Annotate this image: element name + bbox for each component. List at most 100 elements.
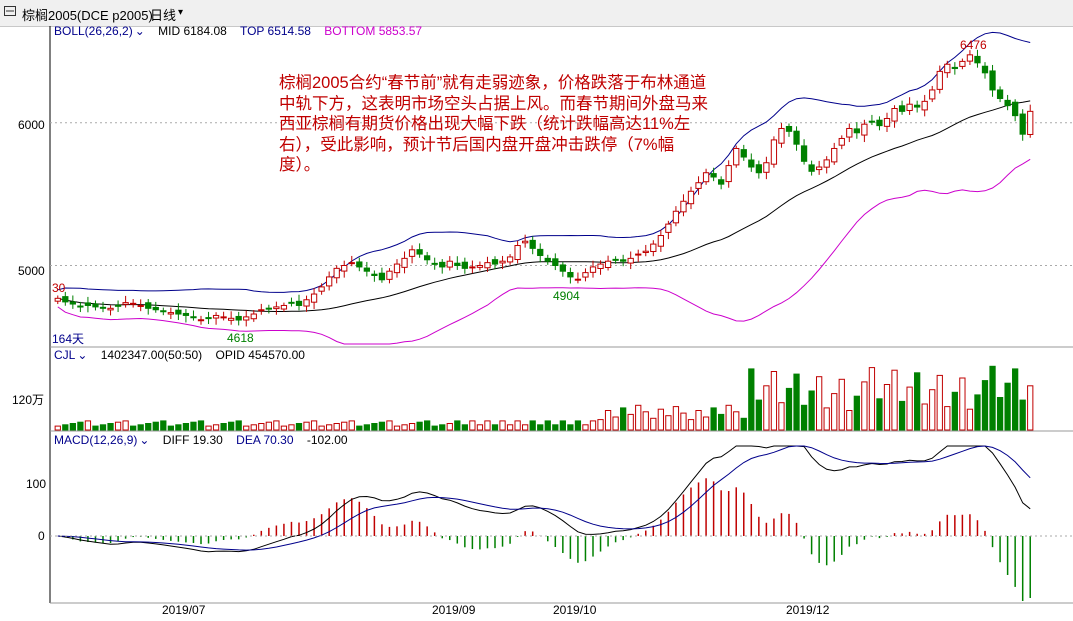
candle-body [846,127,853,138]
candle-body [981,65,989,74]
candle-body [145,302,152,309]
volume-bar [966,408,974,431]
volume-bar [348,420,355,431]
boll-top-line [57,31,1031,293]
chevron-down-icon[interactable]: ⌄ [134,24,145,38]
chevron-down-icon[interactable]: ⌄ [77,348,88,362]
volume-bar [212,424,220,431]
volume-bar [778,402,785,431]
volume-bar [567,424,574,431]
candle-body [114,304,122,307]
candle-body [959,60,966,67]
volume-bar [54,425,61,431]
volume-bar [454,420,461,431]
volume-legend: CJL ⌄ 1402347.00(50:50) OPID 454570.00 [54,348,315,362]
candle-body [785,125,793,132]
candle-body [770,139,778,165]
volume-bar [145,423,152,431]
y-tick-6000: 6000 [18,118,45,132]
candle-body [77,305,84,308]
boll-legend: BOLL(26,26,2) ⌄ MID 6184.08 TOP 6514.58 B… [54,24,432,38]
candle-body [258,309,265,312]
candle-body [823,159,830,168]
candle-body [974,55,981,64]
volume-bar [627,413,634,431]
candle-body [356,261,363,268]
volume-bar [522,424,529,431]
volume-bar [461,424,468,431]
candle-body [891,108,898,122]
volume-bar [687,419,695,431]
cjl-value: 1402347.00(50:50) [100,348,203,362]
volume-bar [288,424,295,431]
candle-body [197,319,205,322]
candle-body [567,271,574,278]
volume-bar [228,421,235,431]
candle-body [378,272,386,281]
candle-body [589,266,597,273]
volume-bar [107,423,114,431]
opid-value: OPID 454570.00 [215,348,305,362]
candle-body [363,267,370,272]
volume-bar [484,420,491,431]
volume-bar [152,421,159,431]
volume-bar [446,423,453,431]
volume-bar [883,384,891,431]
candle-body [439,261,446,268]
volume-bar [642,411,649,431]
volume-bar [326,424,333,431]
left-edge-value: 30 [52,281,66,295]
volume-bar [356,425,363,431]
volume-bar [996,397,1004,431]
volume-bar [574,420,582,431]
volume-bar [62,424,69,431]
chart-titlebar: 棕榈2005(DCE p2005) 日线 ▾ [0,0,1073,27]
volume-bar [424,420,431,431]
volume-bar [371,423,378,431]
volume-bar [981,380,989,431]
candle-body [544,257,551,262]
symbol-title[interactable]: 棕榈2005(DCE p2005) [22,8,153,23]
boll-mid-value: MID 6184.08 [158,24,227,38]
volume-bar [914,372,921,431]
candle-body [793,130,800,145]
volume-bar [733,411,740,431]
volume-bar [160,420,167,431]
volume-bar [250,424,257,431]
boll-indicator-label[interactable]: BOLL(26,26,2) [54,24,133,38]
candle-body [84,302,92,306]
candle-body [627,257,634,264]
volume-bar [785,387,793,431]
chevron-down-icon[interactable]: ⌄ [139,433,150,447]
candle-body [318,286,325,292]
volume-bar [672,406,680,431]
volume-bar [243,425,250,431]
chevron-down-icon[interactable]: ▾ [178,7,184,18]
volume-bar [793,373,800,431]
candle-body [665,223,672,233]
candle-body [137,304,144,307]
days-count-label: 164天 [52,332,85,346]
volume-bar [808,390,815,431]
period-selector[interactable]: 日线 [150,8,177,23]
volume-bar [84,420,92,431]
volume-bar [77,421,84,431]
volume-bar [114,421,122,431]
volume-bar [197,420,205,431]
candle-body [461,261,468,269]
candle-body [710,173,717,178]
candle-body [718,179,725,185]
candle-body [861,123,868,136]
candle-body [393,263,401,274]
candle-body [182,312,190,316]
candle-body [996,89,1004,100]
cjl-indicator-label[interactable]: CJL [54,348,76,362]
macd-indicator-label[interactable]: MACD(12,26,9) [54,433,138,447]
chart-type-icon[interactable] [4,6,16,16]
candle-body [250,313,257,320]
chart-canvas[interactable] [0,26,1073,621]
candle-body [695,182,702,189]
candle-body [1027,110,1034,135]
volume-bar [612,416,619,431]
low-price-marker: 4904 [553,289,580,303]
